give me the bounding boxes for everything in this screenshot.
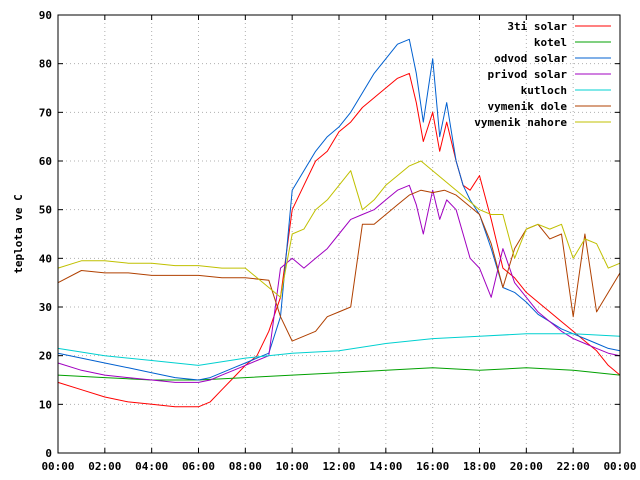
series-line-vymenik-nahore [57,160,621,298]
y-tick-label: 80 [39,58,52,71]
y-axis-title: teplota ve C [12,194,25,273]
axis-ticks [57,14,621,454]
x-axis-tick-labels: 00:00 02:00 04:00 06:00 08:00 10:00 12:00 14:00… [41,460,636,473]
series-line-privod-solar [57,184,621,383]
series-line-vymenik-dole [57,189,621,342]
legend-label: vymenik nahore [474,116,567,129]
legend-label: 3ti solar [507,20,567,33]
series-layer [57,38,621,408]
x-tick-label: 00:00 [603,460,636,473]
series-line-odvod-solar [57,38,621,381]
legend-label: odvod solar [494,52,567,65]
legend-label: kotel [534,36,567,49]
x-tick-label: 22:00 [557,460,590,473]
series-line-3ti-solar [57,72,621,408]
y-tick-label: 0 [45,447,52,460]
y-axis-tick-labels: 0 10 20 30 40 50 60 70 80 90 [39,9,52,460]
y-tick-label: 90 [39,9,52,22]
legend-label: kutloch [521,84,567,97]
y-tick-label: 60 [39,155,52,168]
x-tick-label: 02:00 [88,460,121,473]
x-tick-label: 14:00 [369,460,402,473]
legend-label: privod solar [488,68,568,81]
y-tick-label: 30 [39,301,52,314]
y-tick-label: 20 [39,350,52,363]
x-tick-label: 18:00 [463,460,496,473]
series-line-kutloch [57,333,621,366]
legend-label: vymenik dole [488,100,568,113]
y-tick-label: 40 [39,252,52,265]
x-tick-label: 12:00 [322,460,355,473]
series-line-kotel [57,367,621,381]
x-tick-label: 16:00 [416,460,449,473]
x-tick-label: 10:00 [276,460,309,473]
y-tick-label: 10 [39,398,52,411]
x-tick-label: 00:00 [41,460,74,473]
x-tick-label: 06:00 [182,460,215,473]
x-tick-label: 20:00 [510,460,543,473]
y-tick-label: 70 [39,106,52,119]
x-tick-label: 08:00 [229,460,262,473]
grid-lines [58,15,620,453]
x-tick-label: 04:00 [135,460,168,473]
y-tick-label: 50 [39,204,52,217]
legend: 3ti solar kotel odvod solar privod solar kut… [474,20,611,129]
